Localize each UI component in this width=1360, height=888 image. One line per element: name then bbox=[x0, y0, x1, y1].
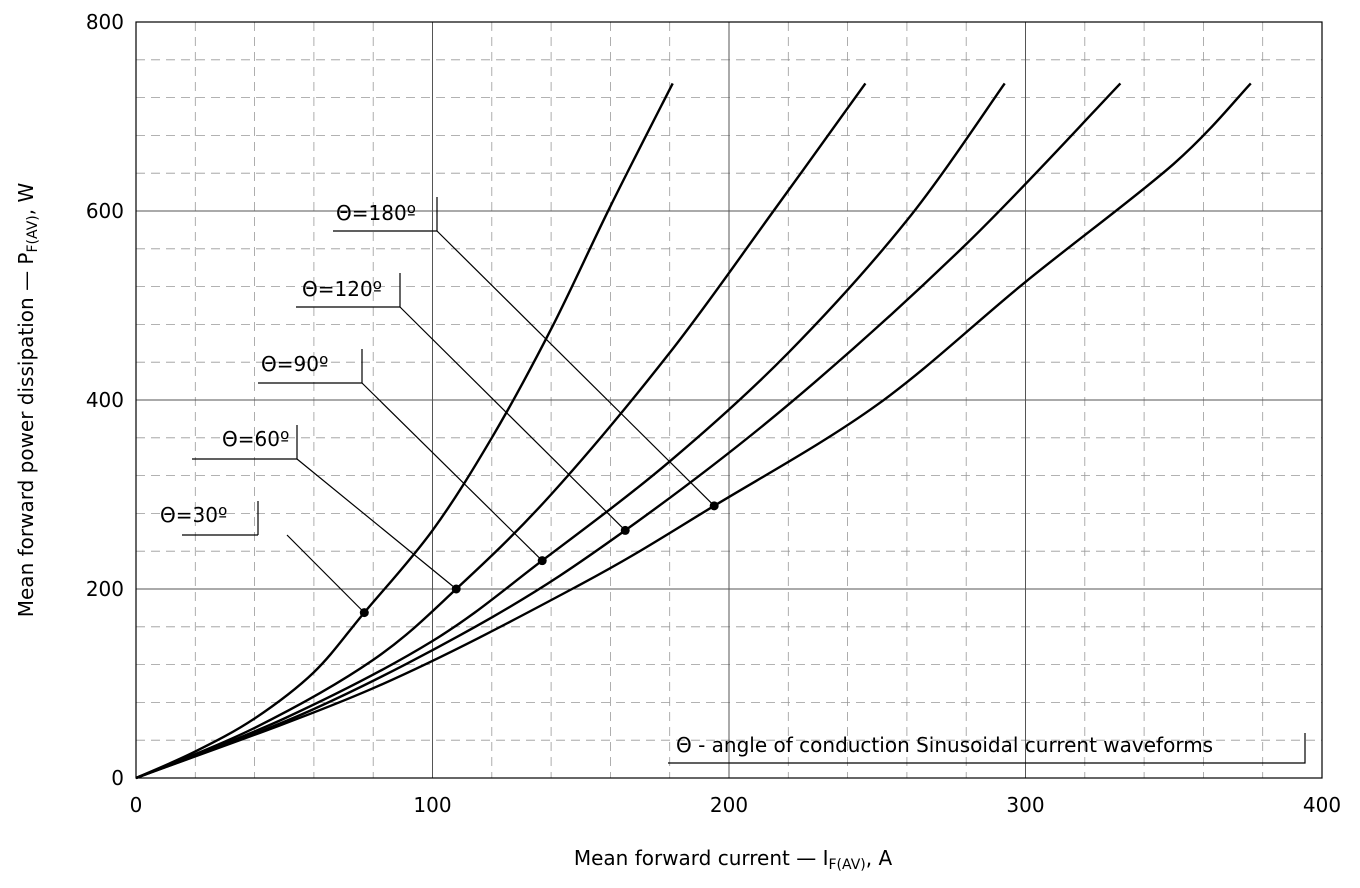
series-label: Θ=60º bbox=[222, 427, 289, 451]
leader-line bbox=[296, 458, 457, 590]
y-tick-label: 400 bbox=[86, 388, 124, 412]
y-tick-label: 0 bbox=[111, 766, 124, 790]
x-tick-label: 400 bbox=[1303, 793, 1341, 817]
y-axis-title-main: Mean forward power dissipation — P bbox=[14, 253, 38, 618]
x-tick-label: 300 bbox=[1006, 793, 1044, 817]
series-marker bbox=[620, 525, 630, 535]
series-marker bbox=[537, 556, 547, 566]
y-axis-title-unit: , W bbox=[14, 183, 38, 216]
x-tick-label: 100 bbox=[413, 793, 451, 817]
x-tick-label: 200 bbox=[710, 793, 748, 817]
plot-frame bbox=[135, 21, 1323, 779]
major-grid bbox=[136, 22, 1322, 778]
y-tick-label: 600 bbox=[86, 199, 124, 223]
y-tick-labels: 0 200 400 600 800 bbox=[86, 10, 124, 790]
x-axis-title-sub: F(AV) bbox=[829, 857, 866, 873]
series-line bbox=[135, 82, 674, 780]
series-line bbox=[135, 82, 867, 780]
x-axis-title-unit: , A bbox=[866, 846, 893, 870]
series-labels: Θ=30º Θ=60º Θ=90º Θ=120º Θ=180º bbox=[160, 201, 416, 527]
markers bbox=[359, 501, 719, 618]
leader-lines bbox=[182, 197, 715, 614]
x-tick-label: 0 bbox=[130, 793, 143, 817]
series-label: Θ=90º bbox=[261, 352, 328, 376]
x-axis-title: Mean forward current — IF(AV), A bbox=[574, 846, 893, 873]
series-line bbox=[135, 82, 1122, 780]
legend-text: Θ - angle of conduction Sinusoidal curre… bbox=[676, 733, 1213, 757]
leader-line bbox=[286, 534, 365, 614]
series-line bbox=[135, 82, 1006, 780]
y-axis-title-sub: F(AV) bbox=[25, 215, 41, 252]
leader-line bbox=[399, 306, 626, 531]
series-marker bbox=[451, 584, 461, 594]
y-tick-label: 200 bbox=[86, 577, 124, 601]
series-marker bbox=[359, 608, 369, 618]
leader-line bbox=[436, 230, 715, 507]
leader-line bbox=[361, 382, 543, 562]
series-label: Θ=120º bbox=[302, 277, 382, 301]
x-axis-title-main: Mean forward current — I bbox=[574, 846, 829, 870]
series-label: Θ=180º bbox=[336, 201, 416, 225]
series-marker bbox=[709, 501, 719, 511]
legend-box: Θ - angle of conduction Sinusoidal curre… bbox=[668, 733, 1306, 764]
x-tick-labels: 0 100 200 300 400 bbox=[130, 793, 1341, 817]
y-axis-title: Mean forward power dissipation — PF(AV),… bbox=[14, 183, 41, 618]
y-tick-label: 800 bbox=[86, 10, 124, 34]
series-line bbox=[135, 82, 1252, 780]
series-label: Θ=30º bbox=[160, 503, 227, 527]
series-layer bbox=[135, 82, 1252, 780]
